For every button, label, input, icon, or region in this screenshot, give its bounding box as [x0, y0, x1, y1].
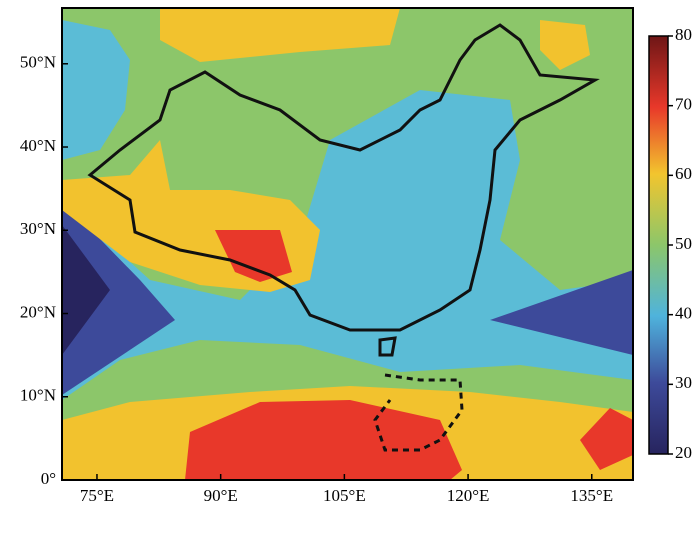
map-frame: [61, 7, 634, 481]
y-tick-label: 50°N: [20, 53, 56, 72]
colorbar-tick-label: 70: [675, 95, 692, 114]
y-tick-label: 40°N: [20, 136, 56, 155]
y-tick-label: 20°N: [20, 302, 56, 321]
x-tick-label: 120°E: [447, 486, 490, 505]
x-tick-label: 90°E: [204, 486, 238, 505]
colorbar-tick-label: 80: [675, 25, 692, 44]
colorbar-tick-label: 40: [675, 304, 692, 323]
x-tick-label: 135°E: [570, 486, 613, 505]
colorbar: [648, 35, 669, 455]
y-tick-label: 0°: [41, 469, 56, 488]
colorbar-tick-label: 50: [675, 234, 692, 253]
colorbar-tick-label: 20: [675, 443, 692, 462]
x-tick-label: 105°E: [323, 486, 366, 505]
contour-field: [62, 8, 633, 480]
colorbar-tick-label: 60: [675, 164, 692, 183]
x-tick-label: 75°E: [80, 486, 114, 505]
colorbar-tick-label: 30: [675, 373, 692, 392]
y-tick-label: 30°N: [20, 219, 56, 238]
y-tick-label: 10°N: [20, 386, 56, 405]
